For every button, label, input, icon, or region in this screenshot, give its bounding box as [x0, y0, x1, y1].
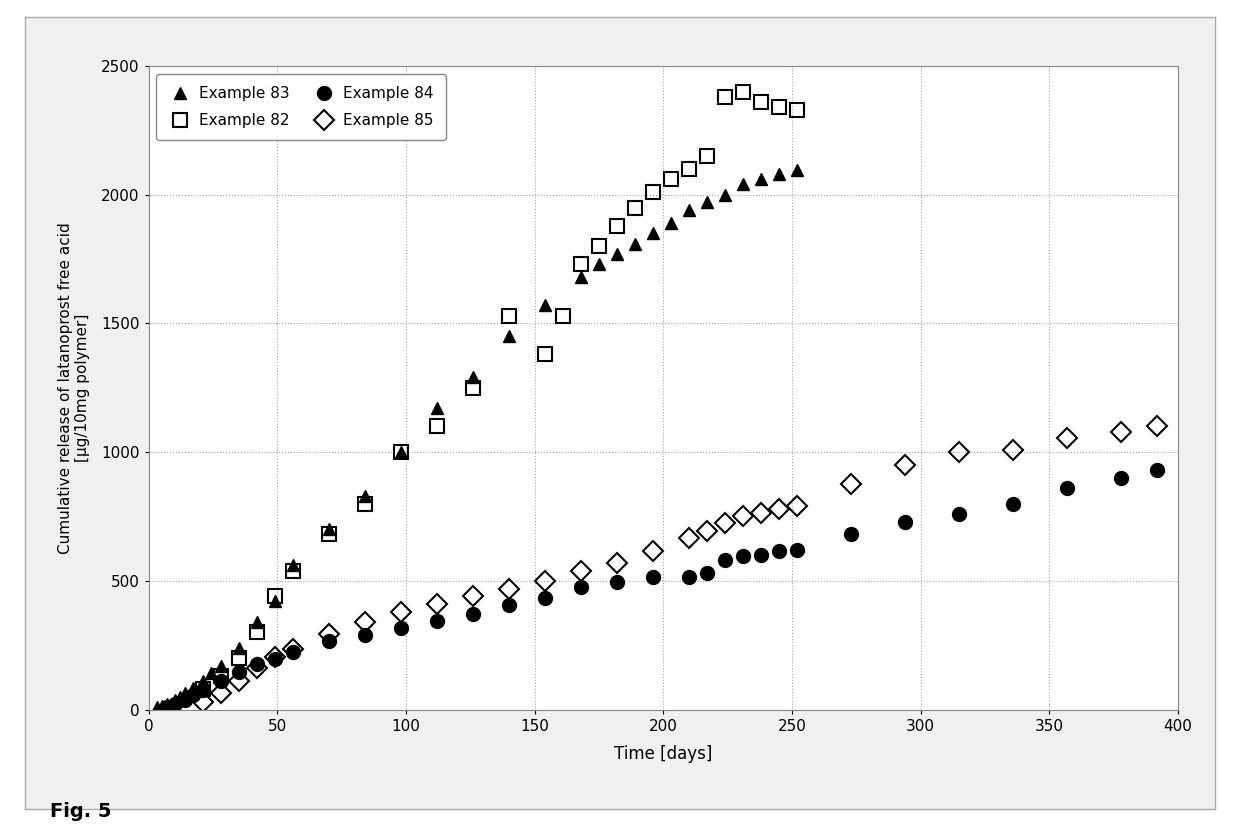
Text: Fig. 5: Fig. 5	[50, 802, 112, 821]
Legend: Example 83, Example 82, Example 84, Example 85: Example 83, Example 82, Example 84, Exam…	[156, 73, 446, 140]
X-axis label: Time [days]: Time [days]	[614, 745, 713, 762]
Y-axis label: Cumulative release of latanoprost free acid
[µg/10mg polymer]: Cumulative release of latanoprost free a…	[58, 222, 91, 554]
